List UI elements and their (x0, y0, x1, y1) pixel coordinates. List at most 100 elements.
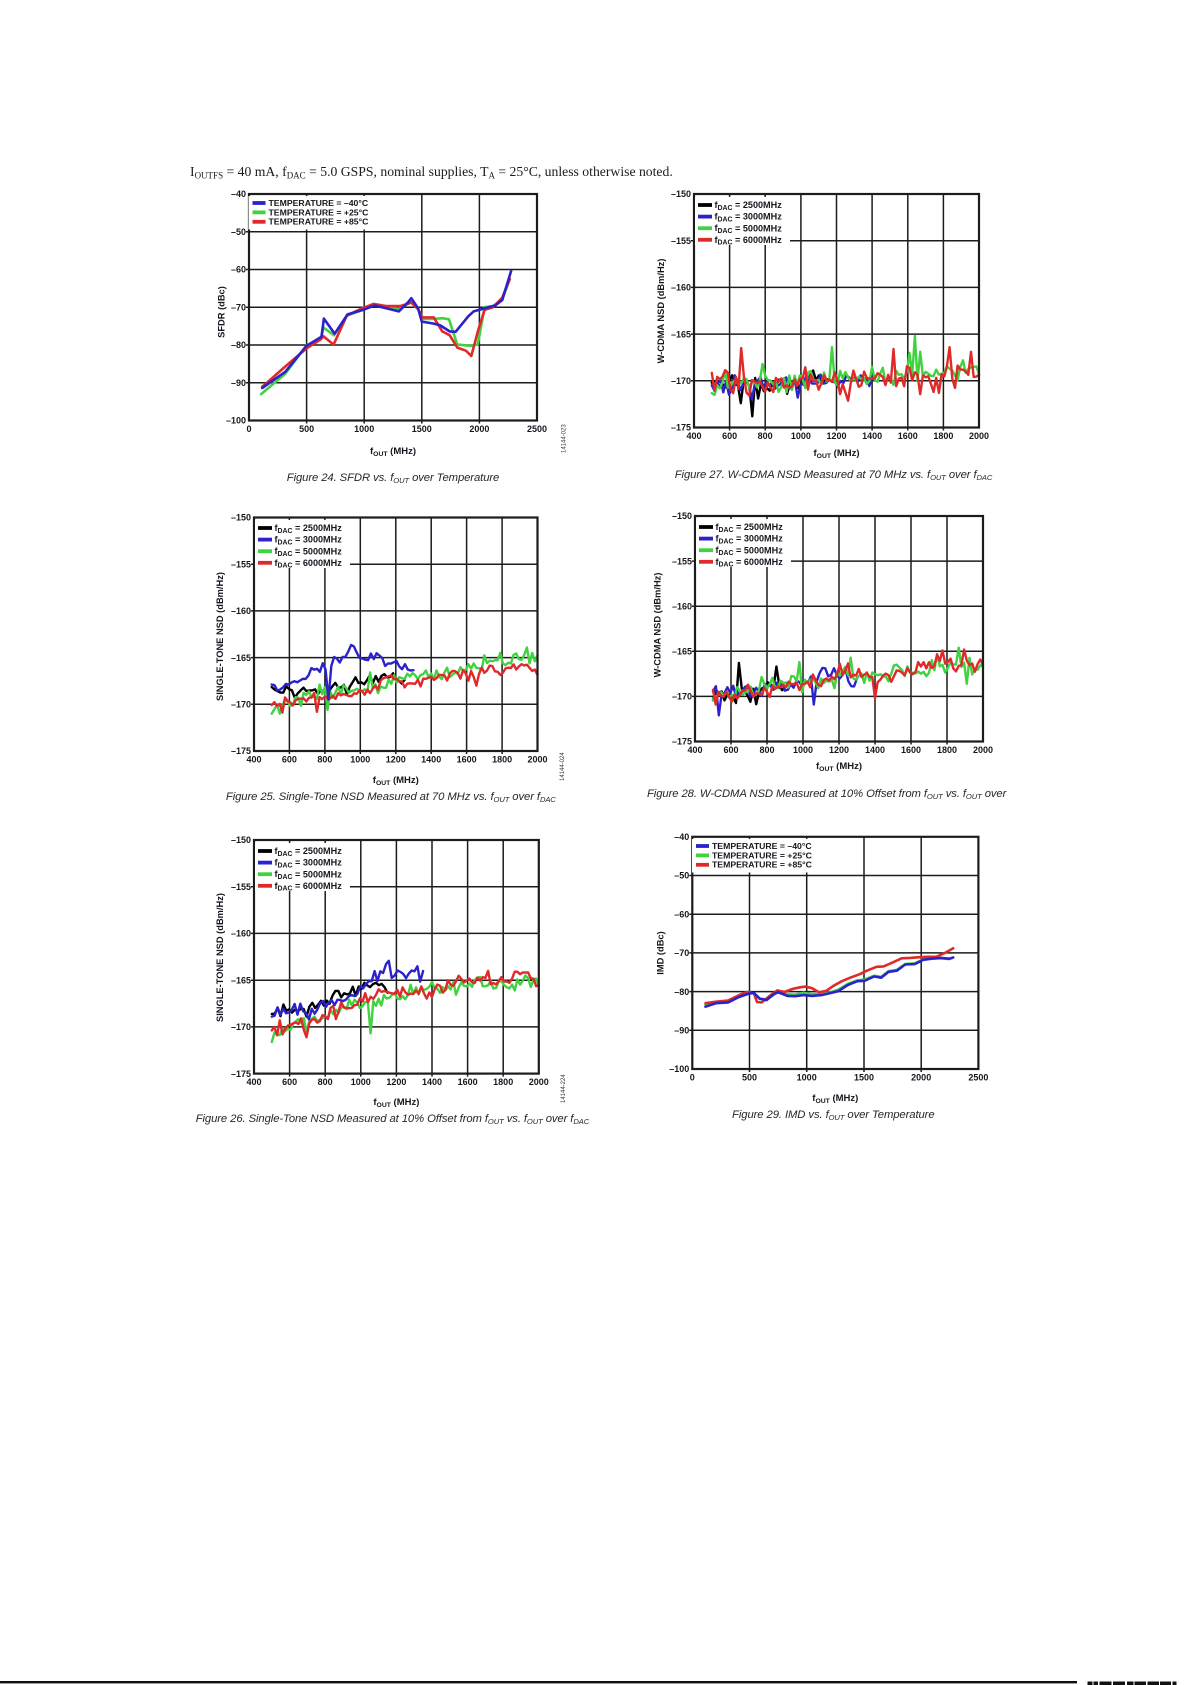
svg-text:W-CDMA NSD (dBm/Hz): W-CDMA NSD (dBm/Hz) (656, 259, 666, 364)
svg-text:fDAC = 3000MHz: fDAC = 3000MHz (275, 858, 343, 870)
svg-text:fDAC = 6000MHz: fDAC = 6000MHz (716, 557, 784, 569)
svg-text:Figure 26. Single-Tone NSD Mea: Figure 26. Single-Tone NSD Measured at 1… (196, 1113, 590, 1126)
svg-text:–175: –175 (231, 746, 251, 756)
svg-text:1000: 1000 (793, 745, 813, 755)
svg-text:1600: 1600 (898, 431, 918, 441)
svg-text:14144-023: 14144-023 (562, 424, 568, 453)
svg-text:400: 400 (686, 431, 701, 441)
svg-text:400: 400 (687, 745, 702, 755)
svg-text:fDAC = 5000MHz: fDAC = 5000MHz (716, 545, 784, 557)
svg-text:0: 0 (690, 1073, 695, 1083)
svg-text:800: 800 (758, 431, 773, 441)
svg-text:1400: 1400 (865, 745, 885, 755)
svg-text:–100: –100 (226, 416, 246, 426)
svg-text:2500: 2500 (968, 1073, 988, 1083)
svg-text:Figure 25. Single-Tone NSD Mea: Figure 25. Single-Tone NSD Measured at 7… (226, 791, 556, 804)
svg-text:–175: –175 (231, 1069, 251, 1079)
svg-text:–90: –90 (231, 378, 246, 388)
svg-text:–160: –160 (671, 283, 691, 293)
svg-text:1800: 1800 (493, 1077, 513, 1087)
svg-text:–100: –100 (669, 1064, 689, 1074)
svg-text:–150: –150 (671, 189, 691, 199)
svg-text:1600: 1600 (458, 1077, 478, 1087)
svg-text:fDAC = 5000MHz: fDAC = 5000MHz (275, 546, 343, 558)
svg-text:–160: –160 (231, 606, 251, 616)
svg-text:–90: –90 (674, 1026, 689, 1036)
svg-text:–160: –160 (231, 929, 251, 939)
svg-text:fDAC = 3000MHz: fDAC = 3000MHz (716, 534, 784, 546)
svg-text:–60: –60 (231, 265, 246, 275)
svg-text:–160: –160 (672, 601, 692, 611)
svg-text:–165: –165 (671, 329, 691, 339)
svg-text:–165: –165 (231, 653, 251, 663)
svg-text:TEMPERATURE = –40°C: TEMPERATURE = –40°C (269, 198, 369, 208)
svg-text:1400: 1400 (422, 1077, 442, 1087)
svg-text:2000: 2000 (469, 424, 489, 434)
svg-text:–155: –155 (231, 882, 251, 892)
svg-text:fDAC = 2500MHz: fDAC = 2500MHz (275, 523, 343, 535)
svg-text:2000: 2000 (529, 1077, 549, 1087)
svg-text:–170: –170 (672, 692, 692, 702)
svg-text:Figure 29. IMD vs. fOUT over T: Figure 29. IMD vs. fOUT over Temperature (732, 1109, 934, 1122)
svg-text:1000: 1000 (351, 1077, 371, 1087)
svg-text:SINGLE-TONE NSD (dBm/Hz): SINGLE-TONE NSD (dBm/Hz) (215, 572, 225, 701)
svg-text:fDAC = 6000MHz: fDAC = 6000MHz (275, 881, 343, 893)
svg-text:–80: –80 (231, 340, 246, 350)
svg-text:–165: –165 (231, 975, 251, 985)
svg-text:TEMPERATURE = +85°C: TEMPERATURE = +85°C (269, 217, 370, 227)
svg-text:TEMPERATURE = –40°C: TEMPERATURE = –40°C (712, 841, 812, 851)
svg-text:–40: –40 (674, 832, 689, 842)
svg-text:600: 600 (282, 1077, 297, 1087)
svg-text:fDAC = 5000MHz: fDAC = 5000MHz (715, 223, 783, 235)
svg-text:fOUT (MHz): fOUT (MHz) (373, 1097, 419, 1109)
svg-text:fDAC = 2500MHz: fDAC = 2500MHz (715, 200, 783, 212)
svg-text:fOUT (MHz): fOUT (MHz) (813, 448, 859, 460)
svg-text:–170: –170 (231, 700, 251, 710)
svg-text:fDAC = 3000MHz: fDAC = 3000MHz (715, 212, 783, 224)
svg-text:–70: –70 (231, 302, 246, 312)
svg-text:Figure 27. W-CDMA NSD Measured: Figure 27. W-CDMA NSD Measured at 70 MHz… (675, 469, 993, 482)
svg-text:1600: 1600 (901, 745, 921, 755)
svg-text:–170: –170 (231, 1022, 251, 1032)
svg-text:800: 800 (317, 755, 332, 765)
svg-text:800: 800 (318, 1077, 333, 1087)
svg-text:–150: –150 (231, 835, 251, 845)
svg-text:fDAC = 6000MHz: fDAC = 6000MHz (715, 235, 783, 247)
svg-text:IOUTFS = 40 mA, fDAC = 5.0 GSP: IOUTFS = 40 mA, fDAC = 5.0 GSPS, nominal… (190, 164, 673, 181)
svg-text:1600: 1600 (457, 755, 477, 765)
svg-text:–170: –170 (671, 376, 691, 386)
svg-text:fDAC = 6000MHz: fDAC = 6000MHz (275, 558, 343, 570)
svg-text:2000: 2000 (969, 431, 989, 441)
svg-text:–155: –155 (672, 556, 692, 566)
svg-text:1800: 1800 (937, 745, 957, 755)
svg-text:–40: –40 (231, 189, 246, 199)
svg-text:–175: –175 (671, 423, 691, 433)
svg-text:–165: –165 (672, 647, 692, 657)
svg-text:1200: 1200 (829, 745, 849, 755)
svg-text:1400: 1400 (862, 431, 882, 441)
svg-text:1000: 1000 (354, 424, 374, 434)
svg-text:600: 600 (723, 745, 738, 755)
svg-text:1500: 1500 (854, 1073, 874, 1083)
svg-text:W-CDMA NSD (dBm/Hz): W-CDMA NSD (dBm/Hz) (653, 573, 663, 678)
svg-text:–150: –150 (231, 513, 251, 523)
svg-text:fDAC = 3000MHz: fDAC = 3000MHz (275, 535, 343, 547)
svg-text:2500: 2500 (527, 424, 547, 434)
svg-text:SINGLE-TONE NSD (dBm/Hz): SINGLE-TONE NSD (dBm/Hz) (215, 893, 225, 1022)
svg-text:–175: –175 (672, 737, 692, 747)
svg-text:1000: 1000 (791, 431, 811, 441)
svg-text:IMD (dBc): IMD (dBc) (656, 931, 666, 974)
svg-text:1200: 1200 (386, 755, 406, 765)
svg-text:2000: 2000 (527, 755, 547, 765)
svg-text:1500: 1500 (412, 424, 432, 434)
svg-text:fOUT (MHz): fOUT (MHz) (816, 761, 862, 773)
svg-text:600: 600 (722, 431, 737, 441)
svg-text:400: 400 (246, 755, 261, 765)
svg-text:–60: –60 (674, 909, 689, 919)
svg-text:500: 500 (299, 424, 314, 434)
svg-text:14144-224: 14144-224 (561, 1074, 567, 1103)
svg-text:–50: –50 (674, 871, 689, 881)
svg-text:fOUT (MHz): fOUT (MHz) (812, 1093, 858, 1105)
svg-text:800: 800 (759, 745, 774, 755)
svg-text:400: 400 (246, 1077, 261, 1087)
